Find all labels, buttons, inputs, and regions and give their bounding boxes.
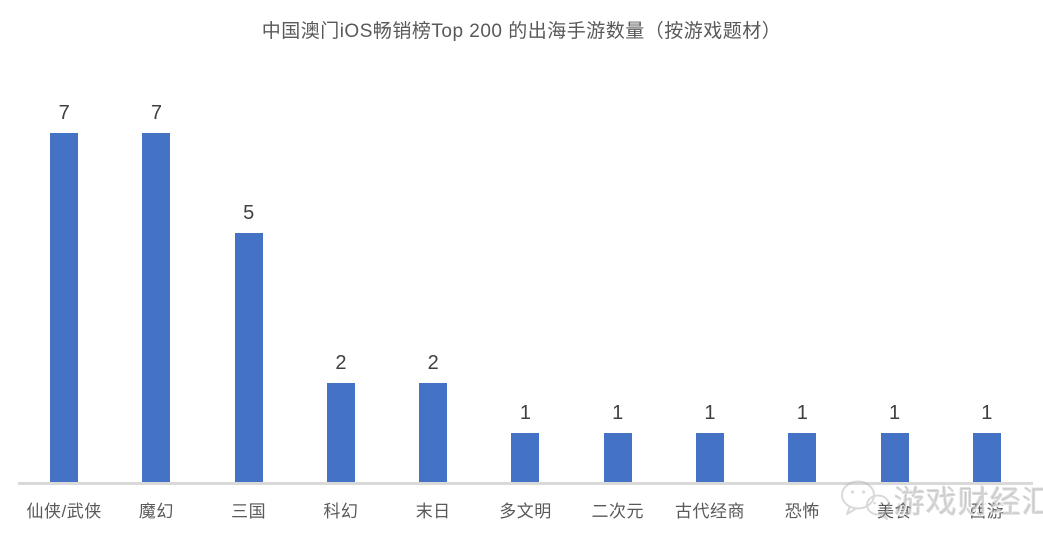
plot-area: 7 7 5 2 2 1 1 1 1 1 1 [18, 93, 1033, 483]
bar [419, 383, 448, 483]
bar [326, 383, 355, 483]
bar-column: 2 [387, 93, 479, 483]
bar-value-label: 2 [427, 352, 439, 374]
bar-value-label: 2 [335, 352, 347, 374]
category-label: 魔幻 [138, 502, 174, 521]
bar-column: 5 [203, 93, 295, 483]
bar [511, 433, 540, 483]
bar [880, 433, 909, 483]
bar-value-label: 7 [150, 102, 162, 124]
category-label: 科幻 [323, 502, 359, 521]
category-label: 多文明 [499, 502, 552, 521]
bar [788, 433, 817, 483]
bar-value-label: 1 [888, 402, 901, 424]
category-label: 三国 [231, 502, 267, 521]
bar-value-label: 1 [796, 402, 808, 424]
category-label: 古代经商 [674, 502, 745, 521]
bar [695, 433, 724, 483]
bar-value-label: 1 [981, 402, 993, 424]
category-label: 恐怖 [784, 502, 820, 521]
chart-title: 中国澳门iOS畅销榜Top 200 的出海手游数量（按游戏题材） [261, 21, 782, 42]
category-label: 美食 [877, 502, 913, 521]
category-label: 末日 [415, 502, 451, 521]
category-axis: 仙侠/武侠 魔幻 三国 科幻 末日 多文明 二次元 古代经商 恐怖 美食 西游 [18, 497, 1033, 522]
bar-column: 1 [479, 93, 571, 483]
bar-column: 2 [295, 93, 387, 483]
category-label: 二次元 [591, 502, 644, 521]
bar-value-label: 5 [243, 202, 255, 224]
bar-column: 1 [664, 93, 756, 483]
bar-column: 7 [18, 93, 110, 483]
category-label: 仙侠/武侠 [26, 502, 102, 521]
bar-column: 1 [572, 93, 664, 483]
bar-value-label: 1 [704, 402, 716, 424]
bar-value-label: 7 [58, 102, 70, 124]
bar-column: 1 [848, 93, 940, 483]
bar-value-label: 1 [612, 402, 624, 424]
bar-column: 1 [941, 93, 1033, 483]
bar-value-label: 1 [519, 402, 532, 424]
category-label: 西游 [969, 502, 1005, 521]
bar [234, 233, 263, 483]
bar [142, 133, 171, 483]
bar [603, 433, 632, 483]
bar [50, 133, 79, 483]
x-axis-line [18, 482, 1033, 485]
bar-column: 1 [756, 93, 848, 483]
bar-column: 7 [110, 93, 202, 483]
bar [972, 433, 1001, 483]
